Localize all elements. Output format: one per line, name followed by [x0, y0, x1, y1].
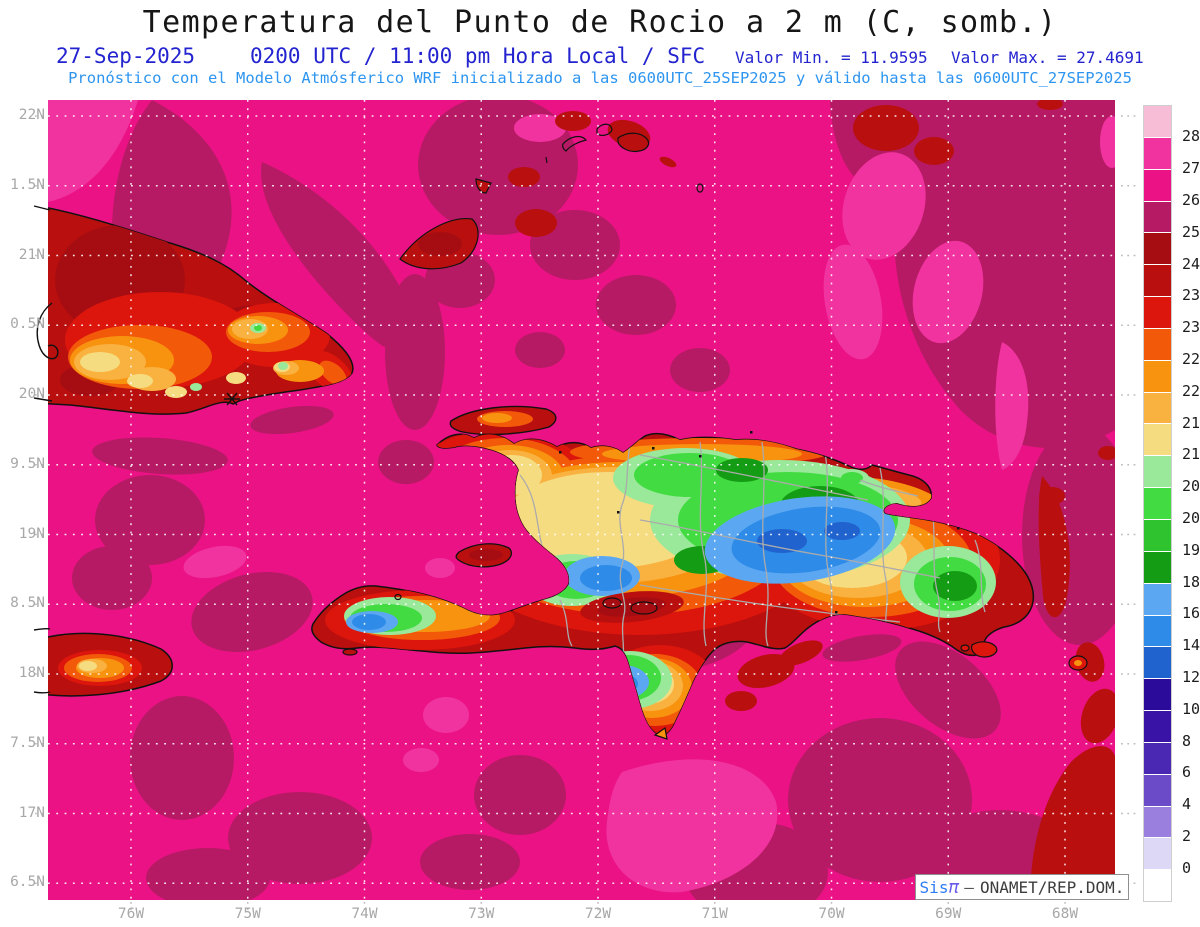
- lat-label: 0.5N: [10, 316, 45, 333]
- lon-label: 71W: [701, 906, 728, 922]
- colorbar-cell: [1144, 838, 1171, 871]
- colorbar-cell: [1144, 137, 1171, 170]
- lon-label: 72W: [584, 906, 612, 922]
- colorbar-label: 21.5: [1182, 413, 1200, 432]
- model-info: Pronóstico con el Modelo Atmósferico WRF…: [68, 69, 1132, 87]
- lat-label: 21N: [18, 246, 45, 263]
- lon-label: 68W: [1051, 906, 1079, 922]
- jamaica: [48, 632, 173, 697]
- colorbar-cell: [1144, 169, 1171, 202]
- colorbar-label: 4: [1182, 795, 1192, 814]
- lat-label: 1.5N: [10, 176, 45, 193]
- sea-patches-bright: [48, 100, 1115, 893]
- coastline-overflow: [33, 205, 59, 694]
- colorbar-label: 18: [1182, 572, 1200, 591]
- colorbar-label: 28: [1182, 127, 1200, 146]
- colorbar-label: 26: [1182, 190, 1200, 209]
- colorbar-label: 19: [1182, 540, 1200, 559]
- min-value-label: Valor Min. = 11.9595: [735, 48, 928, 67]
- colorbar-cell: [1144, 424, 1171, 457]
- colorbar-label: 10: [1182, 699, 1200, 718]
- colorbar-cell: [1144, 265, 1171, 298]
- station-star-marker: [224, 392, 240, 406]
- lat-label: 9.5N: [10, 455, 45, 472]
- colorbar-label: 0: [1182, 858, 1192, 877]
- colorbar-cell: [1144, 742, 1171, 775]
- lon-label: 75W: [234, 906, 261, 922]
- colorbar-cell: [1144, 297, 1171, 329]
- colorbar-cell: [1144, 519, 1171, 552]
- colorbar-cell: [1144, 583, 1171, 616]
- colorbar-label: 23.5: [1182, 286, 1200, 305]
- colorbar-label: 22.5: [1182, 349, 1200, 368]
- sea-patches-dark-red: [508, 100, 1115, 900]
- brand-separator: –: [964, 877, 974, 897]
- colorbar-cell: [1144, 233, 1171, 266]
- colorbar-cell: [1144, 647, 1171, 680]
- tortuga-island: [449, 405, 557, 436]
- lon-label: 76W: [117, 906, 145, 922]
- lon-label: 74W: [351, 906, 378, 922]
- colorbar-label: 20.5: [1182, 477, 1200, 496]
- colorbar-cell: [1144, 106, 1171, 138]
- colorbar-label: 22: [1182, 381, 1200, 400]
- colorbar-cell: [1144, 711, 1171, 743]
- colorbar-label: 23: [1182, 318, 1200, 337]
- lat-label: 19N: [18, 525, 45, 542]
- branding-box: Sis π – ONAMET/REP.DOM.: [915, 874, 1129, 900]
- colorbar-label: 2: [1182, 826, 1192, 845]
- colorbar-cell: [1144, 551, 1171, 584]
- colorbar-cell: [1144, 392, 1171, 425]
- lat-label: 17N: [18, 804, 45, 821]
- colorbar-label: 16: [1182, 604, 1200, 623]
- lat-label: 7.5N: [10, 734, 45, 751]
- colorbar-cell: [1144, 615, 1171, 648]
- colorbar-label: 27: [1182, 159, 1200, 178]
- forecast-time: 0200 UTC / 11:00 pm Hora Local / SFC: [250, 44, 706, 68]
- colorbar-label: 8: [1182, 731, 1192, 750]
- colorbar-cell: [1144, 806, 1171, 839]
- colorbar-label: 12: [1182, 667, 1200, 686]
- lon-label: 70W: [818, 906, 845, 922]
- lat-label: 20N: [18, 386, 45, 402]
- map-canvas: [48, 100, 1115, 900]
- city-markers: [559, 431, 960, 614]
- forecast-date: 27-Sep-2025: [56, 44, 196, 68]
- colorbar-label: 25: [1182, 222, 1200, 241]
- lat-label: 22N: [18, 107, 45, 123]
- colorbar-cell: [1144, 488, 1171, 520]
- lat-label: 8.5N: [10, 595, 45, 612]
- pi-icon: π: [948, 876, 960, 898]
- colorbar-label: 14: [1182, 636, 1200, 655]
- colorbar-cell: [1144, 328, 1171, 361]
- lat-label: 18N: [18, 665, 45, 681]
- small-islands: [342, 123, 1088, 740]
- colorbar-label: 24.5: [1182, 254, 1200, 273]
- forecast-info-line: 27-Sep-2025 0200 UTC / 11:00 pm Hora Loc…: [0, 44, 1200, 68]
- cuba: [48, 204, 354, 415]
- colorbar-cell: [1144, 774, 1171, 807]
- colorbar-label: 6: [1182, 763, 1192, 782]
- max-value-label: Valor Max. = 27.4691: [951, 48, 1144, 67]
- lon-label: 69W: [935, 906, 962, 922]
- colorbar-cell: [1144, 201, 1171, 234]
- colorbar-cell: [1144, 679, 1171, 712]
- colorbar: [1143, 105, 1172, 902]
- colorbar-cell: [1144, 456, 1171, 489]
- axis-tick-dots: [35, 115, 1136, 911]
- colorbar-cell: [1144, 360, 1171, 393]
- lat-label: 6.5N: [10, 874, 45, 891]
- colorbar-label: 21: [1182, 445, 1200, 464]
- lon-label: 73W: [468, 906, 495, 922]
- page-title: Temperatura del Punto de Rocio a 2 m (C,…: [142, 5, 1058, 40]
- colorbar-cell: [1144, 870, 1171, 902]
- colorbar-label: 20: [1182, 508, 1200, 527]
- brand-app-name: Sis: [919, 877, 949, 897]
- gonave-island: [455, 543, 512, 568]
- brand-org: ONAMET/REP.DOM.: [979, 877, 1125, 897]
